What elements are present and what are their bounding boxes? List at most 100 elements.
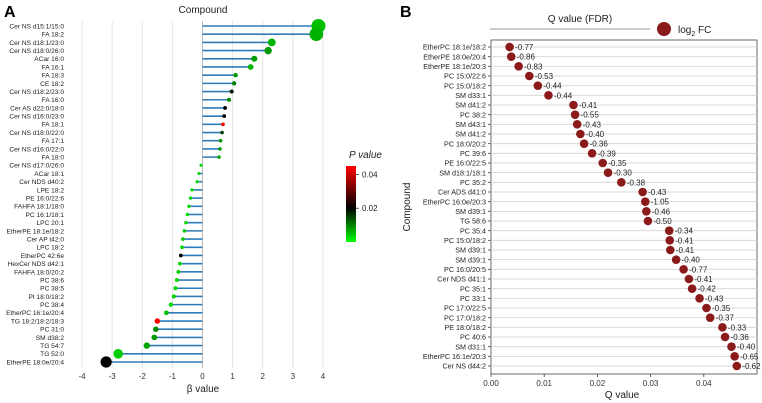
panel-a-point [217,155,221,159]
panel-a-point [251,55,258,62]
panel-b-point [730,352,739,361]
panel-a-point [309,27,324,42]
panel-a-point [176,269,181,274]
panel-b-data-label: -0.36 [731,333,750,342]
panel-b-point [718,323,727,332]
panel-a-y-tick-label: Cer NS d17:0/26:0 [9,163,64,170]
panel-b-data-label: -0.50 [653,217,672,226]
panel-b-point [514,62,523,71]
panel-b-grid [491,46,757,367]
panel-a-y-tick-label: FA 16:1 [42,64,65,71]
panel-b-point [671,255,681,264]
panel-b-x-tick-label: 0.00 [483,379,499,388]
panel-b-data-label: -0.86 [517,53,536,62]
panel-b-data-label: -0.43 [583,120,602,129]
panel-b-data-label: -0.40 [586,130,605,139]
panel-a-y-tick-label: ACar 16:0 [34,56,64,63]
panel-b-plot-area [490,39,758,375]
panel-b-data-label: -0.44 [543,82,562,91]
panel-a-point [168,302,174,307]
panel-b-y-axis-label: Compound [402,183,413,232]
panel-a-grid [81,21,324,368]
panel-a-point [153,326,159,332]
panel-a-y-tick-label: EtherPE 18:0e/20:4 [6,359,64,366]
colorbar-ticks: 0.04 0.02 [356,170,378,213]
panel-b-y-tick-label: PC 39:6 [460,149,486,158]
panel-b-y-tick-label: PC 38:2 [460,110,486,119]
panel-a-x-tick-label: -2 [139,372,147,381]
panel-a-point [178,261,182,266]
colorbar [346,166,356,242]
panel-b-title: Q value (FDR) [548,14,612,25]
panel-b-y-tick-label: TG 58:6 [460,217,486,226]
panel-b-x-tick-label: 0.02 [590,379,606,388]
panel-b-y-tick-label: EtherPC 18:1e/18:2 [423,43,486,52]
panel-a-y-tick-label: FA 18:1 [42,122,65,129]
panel-a-y-tick-label: FAHFA 18:0/20:2 [14,269,64,276]
panel-b-data-label: -0.65 [740,352,759,361]
panel-a-y-tick-label: CE 18:2 [40,81,64,88]
panel-a-y-tick-label: HexCer NDS d42:1 [8,261,65,268]
panel-a-y-tick-label: TG 54:7 [40,343,64,350]
colorbar-title: P value [349,150,382,161]
panel-b-y-tick-label: SM d18:1/18:1 [439,168,486,177]
panel-b-y-tick-label: PC 18:0/20:2 [444,139,486,148]
panel-a-y-tick-label: Cer AS d22:0/18:0 [10,105,64,112]
panel-a-point [218,138,223,143]
panel-b-y-tick-label: SM d31:1 [455,342,486,351]
panel-a-y-tick-label: FA 18:3 [42,73,65,80]
panel-b-y-tick-label: PE 16:0/22:5 [444,159,486,168]
panel-a-x-tick-label: 3 [291,372,296,381]
panel-a-y-tick-label: EtherPC 16:1e/20:4 [6,310,64,317]
panel-b-x-tick-label: 0.04 [696,379,712,388]
legend-marker [657,22,671,36]
panel-a-y-tick-label: Cer NS d18:1/23:0 [9,40,64,47]
panel-b-y-tick-label: SM d39:1 [455,246,486,255]
panel-a-y-tick-label: PC 16:1/18:1 [26,212,65,219]
panel-b-point [617,178,626,187]
panel-b-point [587,149,597,158]
panel-b-y-tick-label: Cer NS d44:2 [442,362,486,371]
panel-b-point [638,187,647,197]
panel-b-data-label: -0.40 [737,343,756,352]
panel-b-point [598,158,608,168]
panel-b-point [572,120,582,129]
panel-b-point [727,342,736,351]
panel-b-y-tick-label: PC 40:6 [460,333,486,342]
panel-a-point [100,356,112,368]
panel-a-point [188,196,193,200]
panel-a-x-tick-label: -3 [109,372,117,381]
panel-b-data-label: -0.55 [581,111,600,120]
panel-a-x-tick-label: -1 [169,372,177,381]
panel-b-data-label: -0.34 [675,227,694,236]
panel-b-y-tick-label: PC 16:0/20:5 [444,265,486,274]
panel-a-y-tick-label: Cer NS d18:0/26:0 [9,48,64,55]
panel-b-point [569,100,578,110]
panel-b-point [603,168,613,177]
panel-b-point [684,274,694,284]
panel-b-y-tick-label: Cer ADS d41:0 [438,188,486,197]
panel-b-y-tick-label: SM d41:2 [455,130,486,139]
panel-b-y-tick-label: PE 18:0/18:2 [444,323,486,332]
panel-b-data-label: -0.41 [676,246,695,255]
panel-a-point [184,220,188,225]
panel-a-point [180,245,184,250]
panel-b-y-tick-label: SM d33:1 [455,91,486,100]
panel-b-data-label: -0.38 [627,178,646,187]
panel-a-x-tick-label: 2 [260,372,265,381]
panel-b-y-tick-label: SM d39:1 [455,207,486,216]
colorbar-tick-label: 0.04 [362,170,378,179]
panel-a-y-tick-label: Cer NDS d40:2 [19,179,64,186]
panel-a-point [218,147,222,151]
panel-a-y-tick-label: PC 38:4 [40,302,64,309]
panel-a-y-tick-label: FA 18:0 [42,155,65,162]
panel-a-point [187,204,191,208]
panel-a-y-tick-label: PI 18:0/18:2 [28,294,64,301]
panel-b-data-label: -0.41 [694,275,713,284]
panel-a-x-tick-label: 4 [321,372,326,381]
panel-b-data-label: -0.62 [742,362,761,371]
panel-b-y-tick-label: PC 17:0/22:5 [444,304,486,313]
panel-b-y-tick-label: PC 15:0/18:2 [444,236,486,245]
